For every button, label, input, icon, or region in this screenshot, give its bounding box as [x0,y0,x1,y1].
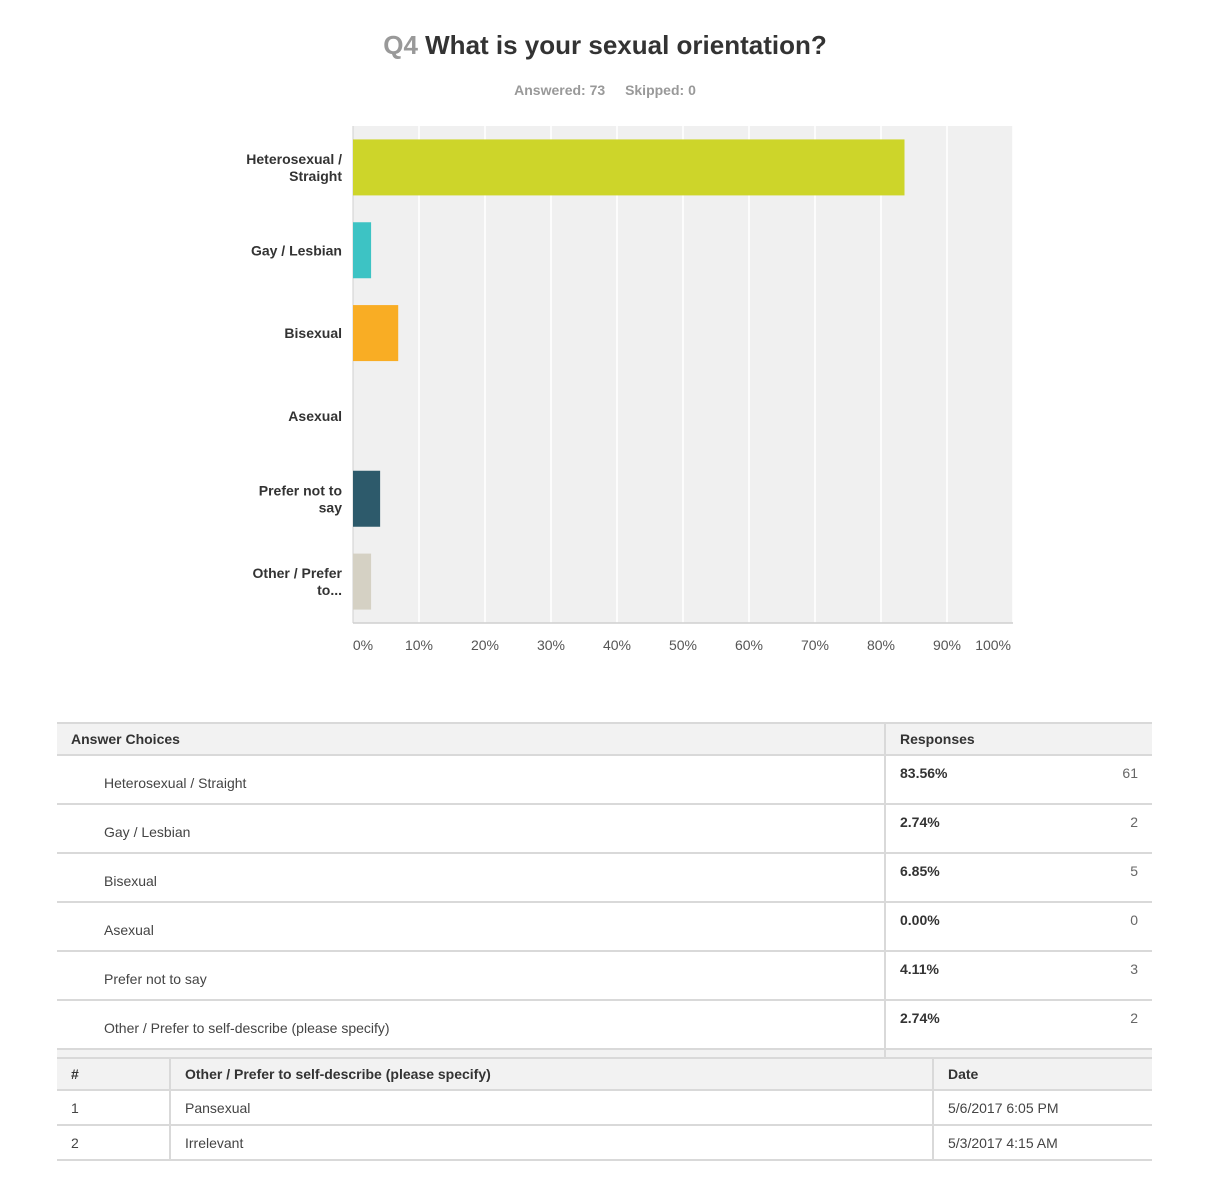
x-tick-label: 60% [735,637,763,653]
answer-choice: Prefer not to say [57,951,885,1001]
x-tick-label: 0% [353,637,373,653]
other-responses-table: # Other / Prefer to self-describe (pleas… [57,1057,1152,1161]
bar [353,470,381,527]
response-percent: 2.74% [884,804,1034,854]
bar [353,139,905,196]
category-label: say [319,499,343,515]
response-count: 5 [1034,853,1152,903]
table-row: Asexual 0.00% 0 [57,902,1152,952]
response-count: 2 [1034,804,1152,854]
table-row: Heterosexual / Straight 83.56% 61 [57,755,1152,805]
other-response-text: Pansexual [169,1090,933,1126]
response-count: 0 [1034,902,1152,952]
answer-choice: Asexual [57,902,885,952]
x-tick-label: 100% [975,637,1011,653]
number-header: # [57,1057,170,1091]
row-number: 1 [57,1090,170,1126]
x-tick-label: 40% [603,637,631,653]
response-percent: 4.11% [884,951,1034,1001]
question-number: Q4 [383,30,418,60]
category-label: Bisexual [284,325,342,341]
category-label: Straight [289,168,342,184]
table-row: Other / Prefer to self-describe (please … [57,1000,1152,1050]
answer-choice: Other / Prefer to self-describe (please … [57,1000,885,1050]
category-label: Heterosexual / [246,151,342,167]
response-date: 5/3/2017 4:15 AM [932,1125,1152,1161]
x-tick-label: 30% [537,637,565,653]
response-date: 5/6/2017 6:05 PM [932,1090,1152,1126]
response-percent: 83.56% [884,755,1034,805]
category-label: Asexual [288,408,342,424]
response-percent: 0.00% [884,902,1034,952]
answer-choice: Gay / Lesbian [57,804,885,854]
bar [353,222,372,279]
category-label: Prefer not to [259,482,342,498]
row-number: 2 [57,1125,170,1161]
response-count: 2 [1034,1000,1152,1050]
answer-choice: Heterosexual / Straight [57,755,885,805]
answer-choice: Bisexual [57,853,885,903]
response-count: 3 [1034,951,1152,1001]
bar [353,305,399,362]
x-tick-label: 90% [933,637,961,653]
skipped-count: Skipped: 0 [625,82,696,98]
response-percent: 6.85% [884,853,1034,903]
category-label: Other / Prefer [253,565,343,581]
other-text-header: Other / Prefer to self-describe (please … [169,1057,933,1091]
table-row: 1 Pansexual 5/6/2017 6:05 PM [57,1090,1152,1126]
question-title: Q4 What is your sexual orientation? [0,30,1210,61]
other-header-row: # Other / Prefer to self-describe (pleas… [57,1057,1152,1091]
x-tick-label: 50% [669,637,697,653]
response-percent: 2.74% [884,1000,1034,1050]
x-tick-label: 70% [801,637,829,653]
category-label: Gay / Lesbian [251,242,342,258]
responses-header: Responses [884,722,1152,756]
answered-count: Answered: 73 [514,82,606,98]
table-row: Gay / Lesbian 2.74% 2 [57,804,1152,854]
answer-choices-header: Answer Choices [57,722,885,756]
response-count: 61 [1034,755,1152,805]
responses-header-row: Answer Choices Responses [57,722,1152,756]
x-tick-label: 80% [867,637,895,653]
x-tick-label: 10% [405,637,433,653]
x-tick-label: 20% [471,637,499,653]
bar-chart: 0% 10% 20% 30% 40% 50% 60% 70% 80% 90% 100% Heteros… [246,126,1014,653]
other-response-text: Irrelevant [169,1125,933,1161]
category-label: to... [317,582,342,598]
date-header: Date [932,1057,1152,1091]
bar [353,553,372,610]
question-text: What is your sexual orientation? [425,30,827,60]
table-row: 2 Irrelevant 5/3/2017 4:15 AM [57,1125,1152,1161]
table-row: Bisexual 6.85% 5 [57,853,1152,903]
table-row: Prefer not to say 4.11% 3 [57,951,1152,1001]
response-summary: Answered: 73 Skipped: 0 [0,82,1210,98]
responses-table: Answer Choices Responses Heterosexual / … [57,722,1152,1082]
